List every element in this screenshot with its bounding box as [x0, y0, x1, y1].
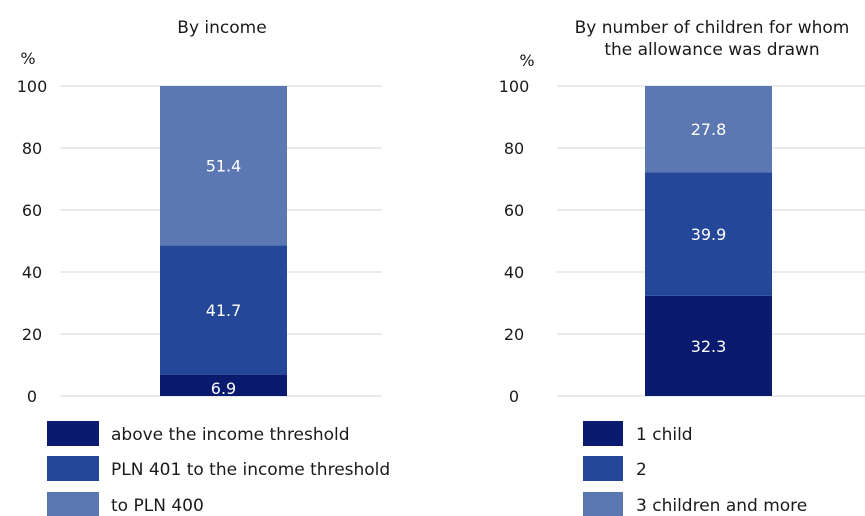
data-label: 6.9 [211, 379, 236, 398]
y-tick-label: 60 [504, 201, 524, 220]
y-tick-label: 60 [22, 201, 42, 220]
chart-income: By income% 0 20 40 60 80 100 6.9 41.7 51.4 above t… [17, 18, 390, 516]
data-label: 51.4 [206, 157, 242, 176]
data-label: 27.8 [691, 120, 727, 139]
legend-label: 2 [636, 460, 647, 480]
legend-label: to PLN 400 [111, 496, 204, 516]
y-tick-label: 80 [22, 139, 42, 158]
legend-swatch [583, 456, 623, 481]
y-tick-label: 20 [504, 325, 524, 344]
legend-swatch [583, 421, 623, 446]
y-tick-label: 100 [17, 77, 48, 96]
chart-children: By number of children for whom the allowa… [499, 18, 865, 516]
legend-label: 1 child [636, 425, 693, 445]
y-tick-label: 20 [22, 325, 42, 344]
bar-segment [160, 245, 287, 375]
bar-segment [645, 86, 772, 173]
legend-label: above the income threshold [111, 425, 350, 445]
chart-title: By income [177, 18, 266, 38]
legend-swatch [47, 421, 99, 446]
y-axis-unit: % [20, 49, 35, 68]
y-tick-label: 100 [499, 77, 530, 96]
data-label: 41.7 [206, 301, 242, 320]
bar-segment [645, 172, 772, 296]
legend-swatch [47, 492, 99, 516]
y-tick-label: 80 [504, 139, 524, 158]
bar-segment [160, 86, 287, 246]
y-tick-label: 40 [504, 263, 524, 282]
y-axis-unit: % [519, 51, 534, 70]
data-label: 39.9 [691, 225, 727, 244]
legend-label: 3 children and more [636, 496, 807, 516]
legend-swatch [583, 492, 623, 516]
chart-title: By number of children for whom the allowa… [575, 18, 850, 60]
y-tick-label: 0 [509, 387, 519, 406]
bar-segment [645, 295, 772, 396]
legend-label: PLN 401 to the income threshold [111, 460, 390, 480]
bar-segment [160, 374, 287, 396]
y-tick-label: 0 [27, 387, 37, 406]
legend-swatch [47, 456, 99, 481]
data-label: 32.3 [691, 337, 727, 356]
y-tick-label: 40 [22, 263, 42, 282]
